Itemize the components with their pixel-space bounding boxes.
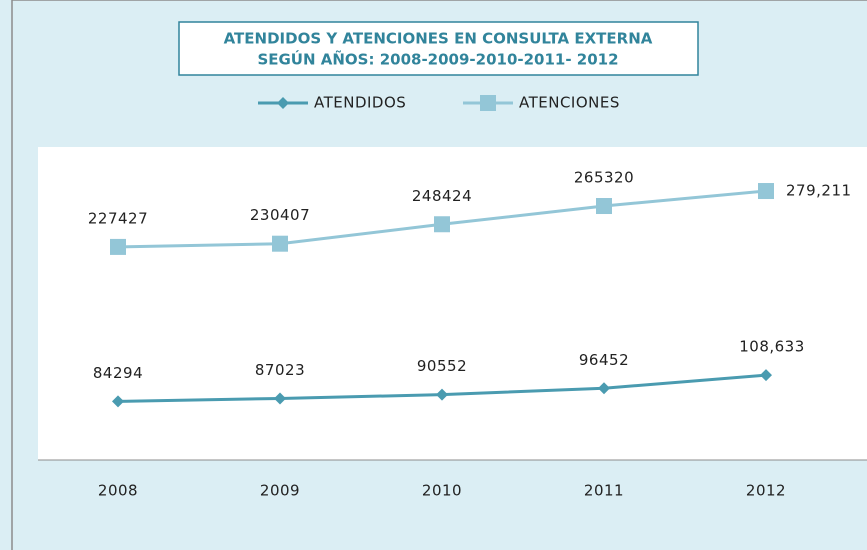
legend-label: ATENDIDOS [314, 94, 406, 112]
x-tick-label: 2010 [422, 482, 462, 500]
x-tick-label: 2011 [584, 482, 624, 500]
data-label: 227427 [88, 209, 148, 227]
data-label: 96452 [579, 351, 629, 369]
x-tick-label: 2012 [746, 482, 786, 500]
point [112, 395, 124, 408]
data-label: 265320 [574, 169, 634, 187]
point [274, 392, 286, 405]
point [272, 235, 288, 252]
point [598, 382, 610, 395]
point [760, 369, 772, 382]
chart-title: ATENDIDOS Y ATENCIONES EN CONSULTA EXTER… [224, 30, 653, 48]
point [480, 95, 496, 111]
x-tick-label: 2008 [98, 482, 138, 500]
chart-title: SEGÚN AÑOS: 2008-2009-2010-2011- 2012 [257, 50, 618, 69]
data-label: 248424 [412, 187, 472, 205]
point [277, 97, 289, 109]
point [110, 238, 126, 255]
data-label: 90552 [417, 357, 467, 375]
plot-area [38, 147, 867, 460]
data-label: 84294 [93, 364, 143, 382]
point [436, 388, 448, 401]
point [758, 183, 774, 200]
point [596, 198, 612, 215]
legend-label: ATENCIONES [519, 94, 620, 112]
point [434, 216, 450, 233]
data-label: 87023 [255, 361, 305, 379]
data-label: 108,633 [739, 338, 805, 356]
x-tick-label: 2009 [260, 482, 300, 500]
data-label: 279,211 [786, 182, 852, 200]
data-label: 230407 [250, 206, 310, 224]
title-box [178, 21, 699, 76]
